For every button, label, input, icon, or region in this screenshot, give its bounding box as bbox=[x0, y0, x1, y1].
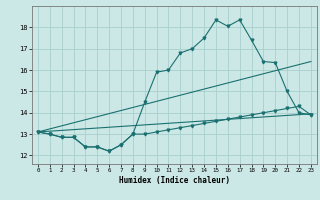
X-axis label: Humidex (Indice chaleur): Humidex (Indice chaleur) bbox=[119, 176, 230, 185]
